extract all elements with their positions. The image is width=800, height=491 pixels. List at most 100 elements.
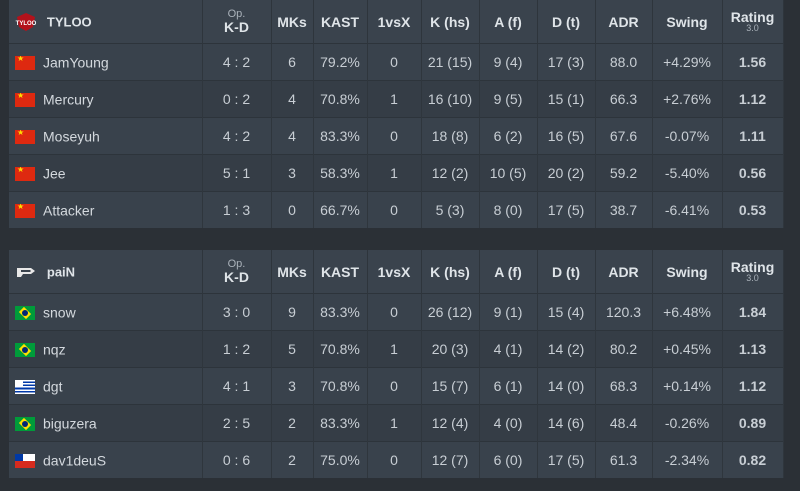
stat-rating: 1.84 — [722, 293, 784, 331]
stat-mks: 6 — [271, 43, 314, 81]
team-header[interactable]: paiN — [9, 250, 203, 294]
col-header-kast[interactable]: KAST — [313, 250, 368, 294]
stat-mks: 5 — [271, 330, 314, 368]
player-name-link[interactable]: Attacker — [43, 202, 95, 219]
stat-swing: +0.45% — [652, 330, 723, 368]
stat-kast: 83.3% — [313, 293, 368, 331]
stat-adr: 61.3 — [595, 441, 653, 478]
col-header-af[interactable]: A (f) — [479, 0, 538, 44]
col-header-af[interactable]: A (f) — [479, 250, 538, 294]
stat-kd: 0 : 6 — [202, 441, 272, 478]
player-name-link[interactable]: Mercury — [43, 91, 94, 108]
col-header-rating[interactable]: Rating 3.0 — [722, 0, 784, 44]
stat-rating: 0.53 — [722, 191, 784, 228]
pain-logo-icon — [17, 267, 35, 277]
stat-vsx: 0 — [367, 293, 422, 331]
stat-af: 4 (0) — [479, 404, 538, 442]
col-header-kd[interactable]: Op. K-D — [202, 0, 272, 44]
player-cell[interactable]: JamYoung — [9, 43, 203, 81]
player-name-link[interactable]: dgt — [43, 378, 63, 395]
player-cell[interactable]: Mercury — [9, 80, 203, 118]
col-header-swing[interactable]: Swing — [652, 0, 723, 44]
stat-adr: 66.3 — [595, 80, 653, 118]
player-cell[interactable]: nqz — [9, 330, 203, 368]
flag-cl-icon — [15, 453, 35, 468]
stat-adr: 68.3 — [595, 367, 653, 405]
col-header-swing[interactable]: Swing — [652, 250, 723, 294]
stat-adr: 120.3 — [595, 293, 653, 331]
tyloo-logo-icon: TYLOO — [16, 12, 37, 31]
stat-vsx: 0 — [367, 367, 422, 405]
stat-vsx: 0 — [367, 43, 422, 81]
stat-dt: 17 (5) — [537, 191, 596, 228]
player-cell[interactable]: Jee — [9, 154, 203, 192]
flag-cn-icon — [15, 55, 35, 70]
stat-mks: 2 — [271, 404, 314, 442]
stat-mks: 2 — [271, 441, 314, 478]
stat-swing: +0.14% — [652, 367, 723, 405]
player-name-link[interactable]: biguzera — [43, 415, 97, 432]
stat-kast: 70.8% — [313, 367, 368, 405]
col-header-dt[interactable]: D (t) — [537, 250, 596, 294]
col-header-kd[interactable]: Op. K-D — [202, 250, 272, 294]
table-header-row: paiN Op. K-D MKs KAST 1vsX K (hs) A (f) D… — [9, 250, 784, 294]
player-row: dgt 4 : 1 3 70.8% 0 15 (7) 6 (1) 14 (0) 68.3 +0.1… — [9, 367, 784, 405]
player-cell[interactable]: snow — [9, 293, 203, 331]
team-stats-table-tyloo: TYLOO TYLOO Op. K-D MKs KAST 1vsX K (hs) … — [9, 0, 784, 228]
player-name-link[interactable]: Moseyuh — [43, 128, 100, 145]
player-name-link[interactable]: nqz — [43, 341, 66, 358]
stat-khs: 12 (7) — [421, 441, 480, 478]
stat-af: 8 (0) — [479, 191, 538, 228]
stat-khs: 26 (12) — [421, 293, 480, 331]
player-name-link[interactable]: snow — [43, 304, 76, 321]
stat-kd: 1 : 2 — [202, 330, 272, 368]
player-cell[interactable]: dav1deuS — [9, 441, 203, 478]
stat-adr: 38.7 — [595, 191, 653, 228]
col-header-mks[interactable]: MKs — [271, 250, 314, 294]
team-header[interactable]: TYLOO TYLOO — [9, 0, 203, 44]
svg-text:TYLOO: TYLOO — [16, 21, 37, 27]
player-name-link[interactable]: Jee — [43, 165, 66, 182]
stat-mks: 4 — [271, 80, 314, 118]
col-header-adr[interactable]: ADR — [595, 250, 653, 294]
stat-af: 9 (5) — [479, 80, 538, 118]
player-row: nqz 1 : 2 5 70.8% 1 20 (3) 4 (1) 14 (2) 80.2 +0.4… — [9, 330, 784, 368]
stat-dt: 14 (6) — [537, 404, 596, 442]
col-header-rating[interactable]: Rating 3.0 — [722, 250, 784, 294]
col-header-khs[interactable]: K (hs) — [421, 250, 480, 294]
col-header-1vsx[interactable]: 1vsX — [367, 0, 422, 44]
player-cell[interactable]: Moseyuh — [9, 117, 203, 155]
stat-mks: 3 — [271, 367, 314, 405]
col-header-1vsx[interactable]: 1vsX — [367, 250, 422, 294]
stat-swing: -6.41% — [652, 191, 723, 228]
stat-mks: 0 — [271, 191, 314, 228]
stat-kd: 4 : 2 — [202, 117, 272, 155]
stat-adr: 80.2 — [595, 330, 653, 368]
stat-dt: 14 (2) — [537, 330, 596, 368]
col-header-adr[interactable]: ADR — [595, 0, 653, 44]
stat-dt: 17 (3) — [537, 43, 596, 81]
player-name-link[interactable]: dav1deuS — [43, 452, 107, 469]
stat-rating: 1.12 — [722, 367, 784, 405]
player-cell[interactable]: biguzera — [9, 404, 203, 442]
player-cell[interactable]: Attacker — [9, 191, 203, 228]
col-header-kast[interactable]: KAST — [313, 0, 368, 44]
col-header-khs[interactable]: K (hs) — [421, 0, 480, 44]
stat-swing: -2.34% — [652, 441, 723, 478]
stat-kast: 70.8% — [313, 80, 368, 118]
stat-kast: 79.2% — [313, 43, 368, 81]
player-name-link[interactable]: JamYoung — [43, 54, 109, 71]
player-row: snow 3 : 0 9 83.3% 0 26 (12) 9 (1) 15 (4) 120.3 +… — [9, 293, 784, 331]
stat-rating: 1.13 — [722, 330, 784, 368]
stat-dt: 14 (0) — [537, 367, 596, 405]
stat-khs: 12 (4) — [421, 404, 480, 442]
stat-khs: 16 (10) — [421, 80, 480, 118]
flag-br-icon — [15, 416, 35, 431]
stat-af: 9 (4) — [479, 43, 538, 81]
stat-dt: 15 (1) — [537, 80, 596, 118]
stat-kast: 83.3% — [313, 117, 368, 155]
col-header-dt[interactable]: D (t) — [537, 0, 596, 44]
col-header-mks[interactable]: MKs — [271, 0, 314, 44]
player-cell[interactable]: dgt — [9, 367, 203, 405]
